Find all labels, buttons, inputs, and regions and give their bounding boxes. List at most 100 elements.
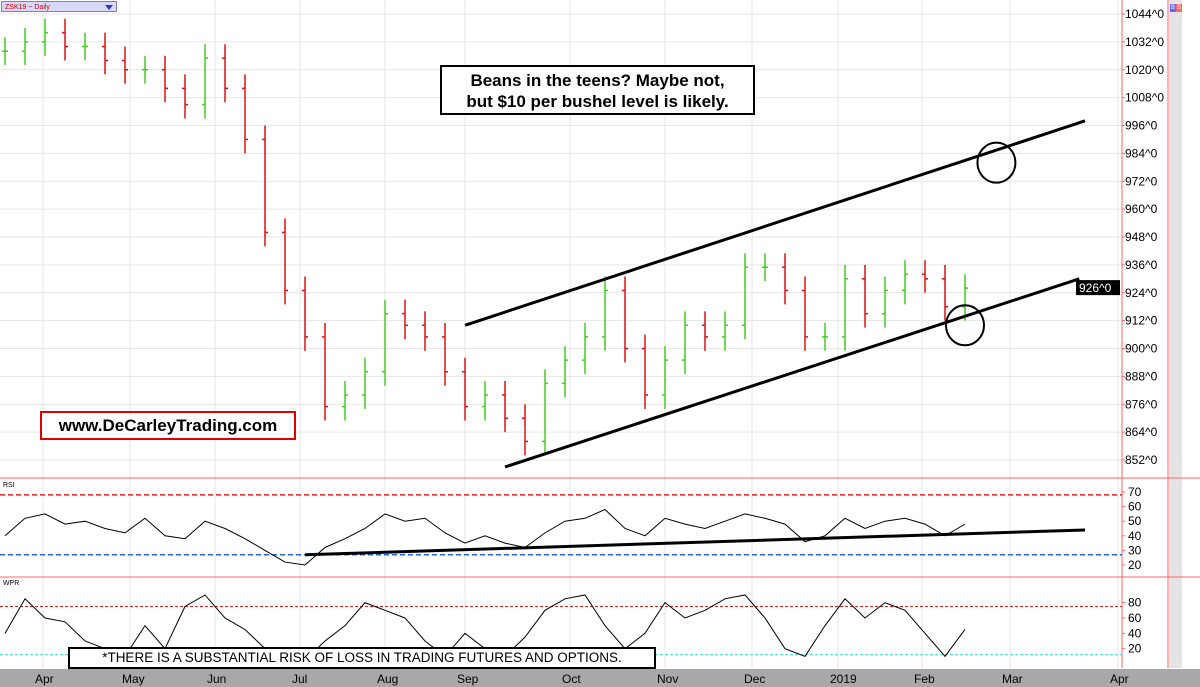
price-bar <box>442 322 448 386</box>
x-tick-label: 2019 <box>830 672 857 686</box>
price-bar <box>202 44 208 119</box>
x-tick-label: Jul <box>292 672 307 686</box>
y-tick-label: 960^0 <box>1125 202 1158 216</box>
last-price-label: 926^0 <box>1079 281 1112 295</box>
price-bar <box>922 260 928 293</box>
price-bar <box>162 55 168 103</box>
y-tick-label: 1044^0 <box>1125 7 1164 21</box>
price-bar <box>842 264 848 351</box>
wpr-panel-label: WPR <box>3 580 20 587</box>
price-bar <box>662 346 668 409</box>
price-bar <box>262 125 268 247</box>
price-bar <box>502 381 508 433</box>
price-bar <box>702 311 708 351</box>
price-bar <box>722 311 728 351</box>
price-bar <box>142 55 148 84</box>
price-bar <box>422 311 428 351</box>
price-bar <box>42 18 48 56</box>
price-bar <box>362 357 368 409</box>
price-bar <box>782 253 788 305</box>
rsi-line <box>4 508 966 566</box>
channel-trendline <box>464 119 1086 327</box>
wpr-tick-label: 20 <box>1128 642 1142 656</box>
price-bar <box>902 260 908 305</box>
wpr-tick-label: 80 <box>1128 596 1142 610</box>
price-bar <box>122 46 128 84</box>
price-bar <box>382 299 388 386</box>
y-tick-label: 984^0 <box>1125 146 1158 160</box>
price-bar <box>182 74 188 119</box>
price-bar <box>62 18 68 61</box>
y-tick-label: 972^0 <box>1125 174 1158 188</box>
rsi-panel-label: RSI <box>3 482 15 489</box>
price-bar <box>962 274 968 321</box>
wpr-tick-label: 40 <box>1128 626 1142 640</box>
price-bar <box>222 44 228 103</box>
price-bar <box>822 322 828 351</box>
y-tick-label: 1020^0 <box>1125 63 1164 77</box>
channel-trendline <box>504 277 1080 469</box>
website-label: www.DeCarleyTrading.com <box>40 411 296 440</box>
highlight-circle <box>945 304 985 347</box>
price-bar <box>302 276 308 351</box>
wpr-tick-label: 60 <box>1128 611 1142 625</box>
price-bar <box>342 381 348 421</box>
rsi-tick-label: 40 <box>1128 529 1142 543</box>
date-axis <box>0 669 1200 687</box>
price-bar <box>582 322 588 375</box>
rsi-tick-label: 30 <box>1128 543 1142 557</box>
x-tick-label: Nov <box>657 672 678 686</box>
price-bar <box>22 27 28 66</box>
callout-line1: Beans in the teens? Maybe not, <box>470 71 725 90</box>
dropdown-arrow-icon[interactable] <box>105 5 113 10</box>
price-bar <box>322 322 328 421</box>
sell-button[interactable]: S <box>1176 4 1182 12</box>
price-bar <box>82 32 88 61</box>
rsi-tick-label: 50 <box>1128 514 1142 528</box>
symbol-label: ZSK19 ~ Daily <box>5 4 50 11</box>
price-bar <box>862 264 868 328</box>
symbol-selector[interactable]: ZSK19 ~ Daily <box>1 1 117 12</box>
x-tick-label: Oct <box>562 672 581 686</box>
y-tick-label: 996^0 <box>1125 119 1158 133</box>
y-tick-label: 924^0 <box>1125 286 1158 300</box>
y-tick-label: 1008^0 <box>1125 91 1164 105</box>
y-tick-label: 912^0 <box>1125 314 1158 328</box>
y-tick-label: 1032^0 <box>1125 35 1164 49</box>
x-tick-label: Dec <box>744 672 765 686</box>
price-bar <box>102 32 108 75</box>
price-bar <box>2 37 8 66</box>
y-tick-label: 936^0 <box>1125 258 1158 272</box>
price-bar <box>482 381 488 421</box>
rsi-trendline <box>304 528 1086 557</box>
x-tick-label: Feb <box>914 672 935 686</box>
y-tick-label: 948^0 <box>1125 230 1158 244</box>
y-tick-label: 900^0 <box>1125 342 1158 356</box>
buy-button[interactable]: B <box>1170 4 1176 12</box>
rsi-tick-label: 60 <box>1128 500 1142 514</box>
price-bar <box>642 334 648 409</box>
price-bar <box>542 369 548 456</box>
x-tick-label: Aug <box>377 672 398 686</box>
x-tick-label: Apr <box>1110 672 1129 686</box>
callout-line2: but $10 per bushel level is likely. <box>466 92 729 111</box>
price-bar <box>882 276 888 328</box>
price-bar <box>622 276 628 363</box>
price-bar <box>942 264 948 321</box>
rsi-tick-label: 20 <box>1128 558 1142 572</box>
price-bar <box>402 299 408 340</box>
price-bar <box>602 276 608 351</box>
price-bar <box>762 253 768 282</box>
highlight-circle <box>976 141 1017 184</box>
last-price-box <box>1076 280 1120 296</box>
x-tick-label: Jun <box>207 672 226 686</box>
y-tick-label: 864^0 <box>1125 425 1158 439</box>
y-tick-label: 876^0 <box>1125 397 1158 411</box>
x-tick-label: Mar <box>1002 672 1023 686</box>
x-tick-label: Sep <box>457 672 479 686</box>
y-tick-label: 888^0 <box>1125 369 1158 383</box>
price-bar <box>682 311 688 375</box>
price-bar <box>242 74 248 154</box>
